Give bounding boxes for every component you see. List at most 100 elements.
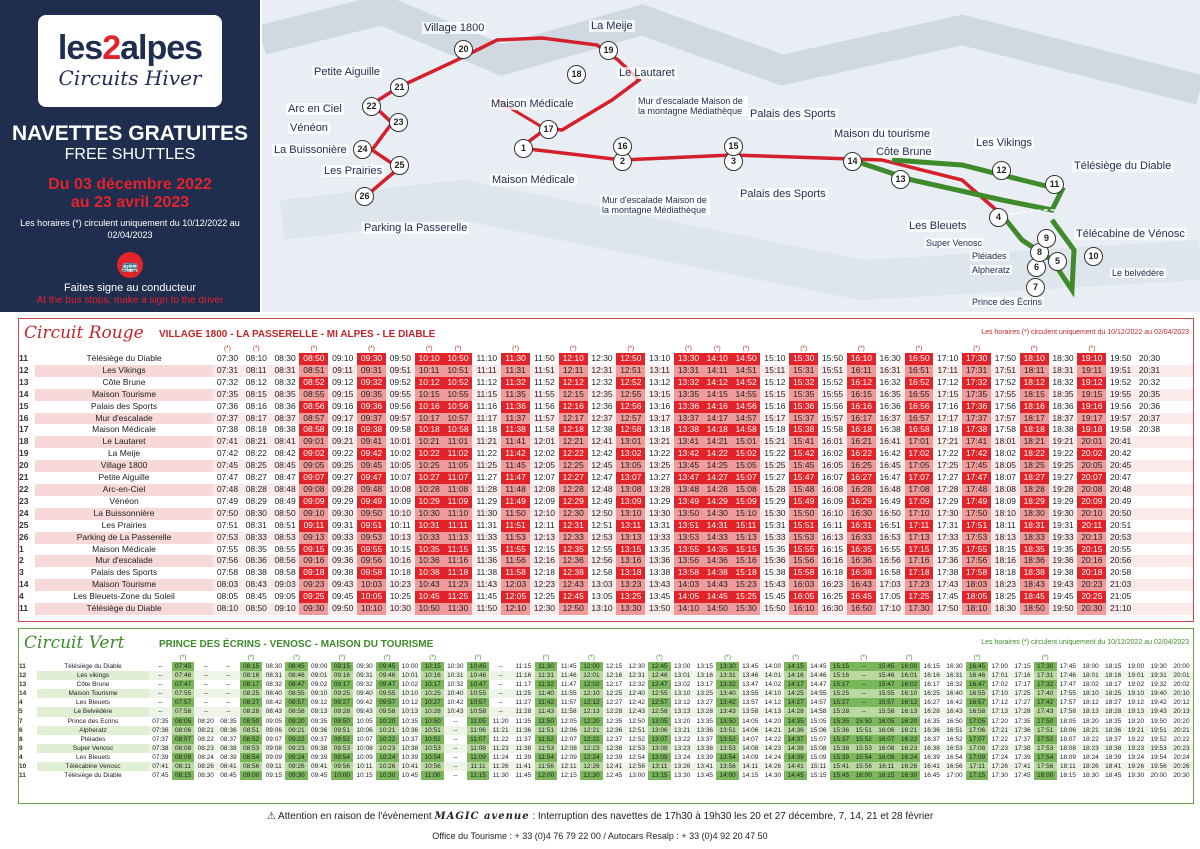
departure-time: 17:52 <box>994 376 1017 387</box>
departure-time: 19:32 <box>1150 681 1167 689</box>
departure-time: 11:08 <box>443 483 473 496</box>
departure-time: 12:20 <box>580 716 603 726</box>
departure-time: 07:35 <box>152 717 169 725</box>
departure-time: 12:27 <box>558 472 588 484</box>
departure-time: 17:58 <box>1056 707 1080 717</box>
departure-time: 11:56 <box>534 400 555 411</box>
departure-time: 13:36 <box>645 555 675 568</box>
departure-time: 09:27 <box>332 472 354 483</box>
departure-time: 13:08 <box>648 743 671 753</box>
departure-time: 07:47 <box>216 472 239 483</box>
departure-time: 09:13 <box>307 707 331 717</box>
departure-time: 07:51 <box>216 519 239 530</box>
departure-time <box>1164 472 1193 484</box>
asterisk-marker <box>1106 345 1135 353</box>
departure-time: 11:32 <box>501 376 530 389</box>
departure-time: 12:23 <box>529 579 559 592</box>
departure-time: 07:30 <box>216 353 239 363</box>
departure-time <box>1163 364 1193 377</box>
departure-time: 10:15 <box>421 662 444 672</box>
departure-time: 19:22 <box>1052 448 1074 459</box>
timetable-row: 3 Palais des Sports 07:58 08:38 08:58 09:18 09… <box>19 567 1193 580</box>
timetable-row: 4 Les Bleuets-Zone du Soleil 08:05 08:45 09:… <box>19 591 1193 604</box>
asterisk-marker: (*) <box>588 654 595 661</box>
map-label-21: Petite Aiguille <box>312 66 383 78</box>
departure-time: 18:17 <box>1019 412 1049 425</box>
departure-time: 17:41 <box>962 436 991 449</box>
departure-time: 10:25 <box>421 689 444 699</box>
departure-time: 15:50 <box>789 507 819 520</box>
departure-time: 16:06 <box>875 725 898 735</box>
departure-time: 14:16 <box>702 400 732 413</box>
map-label-9: Super Venosc <box>924 238 985 248</box>
departure-time <box>1163 507 1193 520</box>
departure-time: 16:36 <box>920 725 944 735</box>
departure-time: 08:47 <box>285 680 308 690</box>
departure-time: 15:29 <box>764 495 786 506</box>
departure-time: 10:11 <box>390 519 411 530</box>
departure-time: 09:31 <box>357 364 386 377</box>
departure-time: 15:33 <box>760 531 790 544</box>
departure-time: 12:51 <box>591 519 613 530</box>
departure-time: 12:54 <box>628 753 645 761</box>
departure-time: 20:01 <box>1077 436 1107 449</box>
departure-time: 08:40 <box>262 689 286 699</box>
departure-time: 20:07 <box>1077 472 1107 484</box>
departure-time: 15:27 <box>764 472 786 483</box>
departure-time: 08:42 <box>265 699 282 707</box>
asterisk-marker: (*) <box>474 654 482 661</box>
departure-time: 16:23 <box>818 579 847 592</box>
departure-time: 20:23 <box>1169 743 1193 753</box>
departure-time: 12:17 <box>558 412 588 425</box>
asterisk-marker <box>512 654 535 662</box>
departure-time: 10:11 <box>353 762 376 772</box>
departure-time: 13:51 <box>674 519 703 532</box>
departure-time: 13:53 <box>674 531 703 544</box>
departure-time: 07:55 <box>216 543 239 554</box>
departure-time: 14:56 <box>731 400 761 413</box>
departure-time: 17:06 <box>965 725 989 735</box>
departure-time: 12:30 <box>580 771 603 781</box>
departure-time: 15:50 <box>821 353 844 363</box>
departure-time: 14:36 <box>702 555 732 568</box>
departure-time: 08:55 <box>285 689 308 699</box>
departure-time: 11:49 <box>501 495 530 508</box>
departure-time <box>1135 483 1164 496</box>
departure-time: 12:22 <box>580 734 603 744</box>
departure-time: 09:10 <box>307 689 331 699</box>
departure-time: 13:45 <box>674 460 703 473</box>
departure-time: 12:24 <box>580 752 603 763</box>
departure-time: 08:51 <box>299 364 329 377</box>
departure-time: 16:50 <box>875 507 905 520</box>
departure-time: 13:09 <box>616 495 646 508</box>
departure-time: 15:21 <box>760 436 790 449</box>
departure-time: 17:02 <box>904 448 934 461</box>
departure-time: 18:12 <box>1019 376 1049 389</box>
departure-time: 16:54 <box>946 753 963 761</box>
departure-time: 14:27 <box>702 472 732 484</box>
departure-time: 18:06 <box>1056 725 1080 735</box>
asterisk-marker <box>1170 654 1193 662</box>
departure-time: 19:33 <box>1048 531 1078 544</box>
departure-time: 18:10 <box>1019 353 1049 365</box>
departure-time: 19:51 <box>1147 725 1170 735</box>
departure-time: 11:17 <box>472 412 502 425</box>
circuit-rouge-route: VILLAGE 1800 - LA PASSERELLE - MI ALPES … <box>159 329 436 340</box>
departure-time: 14:35 <box>784 716 807 726</box>
departure-time: 09:00 <box>311 663 328 670</box>
departure-time: 08:45 <box>270 460 300 473</box>
departure-time: 16:45 <box>965 662 989 672</box>
departure-time: 13:46 <box>738 671 762 681</box>
departure-time: -- <box>203 663 208 670</box>
map-stop-18: 18 <box>567 65 586 84</box>
departure-time: 19:00 <box>1127 663 1145 670</box>
departure-time: 08:27 <box>239 698 263 708</box>
departure-time: 15:56 <box>852 762 876 772</box>
departure-time: 18:26 <box>1079 762 1102 772</box>
departure-time: 08:15 <box>241 388 271 401</box>
departure-time: 21:10 <box>1106 603 1136 615</box>
stop-number: 2 <box>19 555 24 566</box>
departure-time: 13:30 <box>674 353 703 365</box>
departure-time: 14:28 <box>784 707 807 717</box>
departure-time: 11:52 <box>534 376 555 387</box>
